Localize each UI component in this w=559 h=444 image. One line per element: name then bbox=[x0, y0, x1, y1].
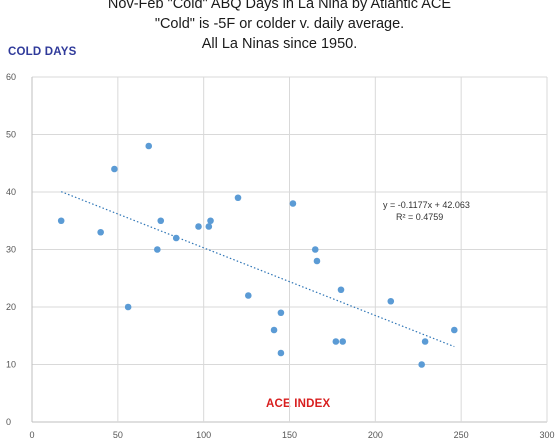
y-tick-label: 20 bbox=[6, 302, 16, 312]
y-tick-label: 30 bbox=[6, 245, 16, 255]
x-tick-label: 200 bbox=[368, 430, 383, 440]
y-tick-label: 0 bbox=[6, 417, 11, 427]
x-tick-label: 150 bbox=[282, 430, 297, 440]
data-point bbox=[97, 228, 104, 236]
y-tick-label: 40 bbox=[6, 187, 16, 197]
y-tick-label: 50 bbox=[6, 130, 16, 140]
x-tick-label: 100 bbox=[196, 430, 211, 440]
data-point bbox=[313, 257, 321, 265]
trendline-equation: y = -0.1177x + 42.063 bbox=[383, 200, 470, 210]
y-axis-label: COLD DAYS bbox=[8, 46, 77, 58]
tick-labels: 0 10 20 30 40 50 60 0 50 100 150 200 250 300 bbox=[6, 72, 555, 440]
data-point bbox=[207, 217, 214, 225]
title-line-1: Nov-Feb "Cold" ABQ Days in La Nina by At… bbox=[107, 0, 452, 12]
y-tick-label: 60 bbox=[6, 72, 16, 82]
data-point bbox=[205, 223, 213, 230]
title-line-2: "Cold" is -5F or colder v. daily average… bbox=[154, 16, 405, 32]
data-point bbox=[57, 217, 65, 225]
data-point bbox=[157, 217, 165, 225]
y-tick-label: 10 bbox=[6, 360, 16, 370]
data-point bbox=[234, 194, 242, 202]
data-point bbox=[270, 326, 278, 334]
data-point bbox=[111, 165, 118, 173]
data-point bbox=[277, 309, 285, 317]
data-point bbox=[172, 234, 180, 242]
data-point bbox=[387, 297, 395, 305]
trendline bbox=[60, 191, 455, 348]
data-point bbox=[195, 223, 202, 230]
trendline-group bbox=[60, 191, 455, 348]
x-axis-label: ACE INDEX bbox=[266, 398, 331, 410]
data-point bbox=[154, 246, 161, 253]
grid-lines bbox=[31, 76, 548, 423]
chart-title: Nov-Feb "Cold" ABQ Days in La Nina by At… bbox=[0, 0, 559, 54]
data-point bbox=[339, 338, 347, 345]
data-point bbox=[245, 292, 252, 299]
data-point bbox=[337, 286, 345, 294]
data-point bbox=[332, 338, 340, 345]
trendline-r-squared: R² = 0.4759 bbox=[396, 212, 443, 222]
data-point bbox=[277, 349, 285, 357]
data-points bbox=[57, 142, 458, 368]
x-tick-label: 50 bbox=[113, 430, 123, 440]
x-tick-label: 300 bbox=[539, 430, 554, 440]
x-tick-label: 0 bbox=[29, 430, 34, 440]
data-point bbox=[421, 338, 429, 345]
data-point bbox=[289, 200, 297, 207]
data-point bbox=[418, 361, 425, 368]
x-tick-label: 250 bbox=[454, 430, 469, 440]
data-point bbox=[311, 246, 319, 253]
data-point bbox=[145, 142, 153, 150]
data-point bbox=[451, 326, 458, 334]
data-point bbox=[124, 303, 132, 311]
title-line-3: All La Ninas since 1950. bbox=[201, 36, 358, 52]
